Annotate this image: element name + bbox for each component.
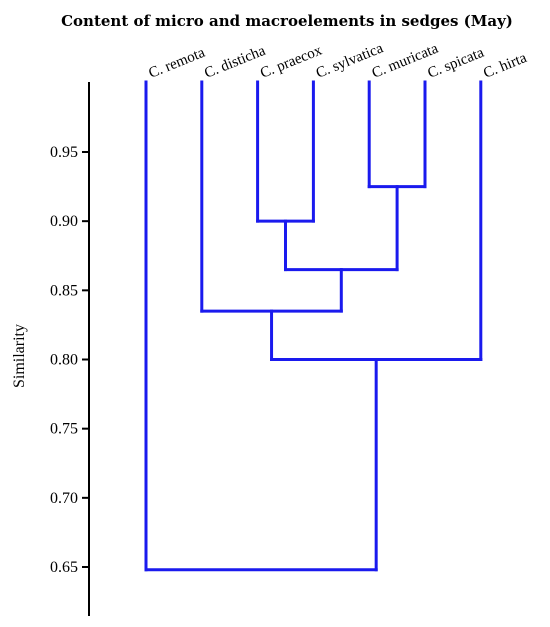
y-tick-label: 0.65	[50, 559, 78, 576]
dendrogram-links	[144, 80, 483, 572]
leaf-label: C. hirta	[481, 50, 529, 82]
chart-title: Content of micro and macroelements in se…	[61, 12, 513, 30]
y-axis-ticks: 0.95 0.90 0.85 0.80 0.75 0.70 0.65	[50, 144, 89, 576]
y-axis-label: Similarity	[11, 324, 28, 388]
y-tick-label: 0.85	[50, 282, 78, 299]
leaf-label: C. remota	[147, 45, 208, 82]
leaf-label: C. disticha	[202, 43, 268, 82]
y-tick-label: 0.90	[50, 213, 78, 230]
y-tick-label: 0.95	[50, 144, 78, 161]
y-tick-label: 0.70	[50, 490, 78, 507]
y-tick-label: 0.75	[50, 421, 78, 438]
leaf-label: C. praecox	[258, 42, 325, 81]
y-tick-label: 0.80	[50, 352, 78, 369]
